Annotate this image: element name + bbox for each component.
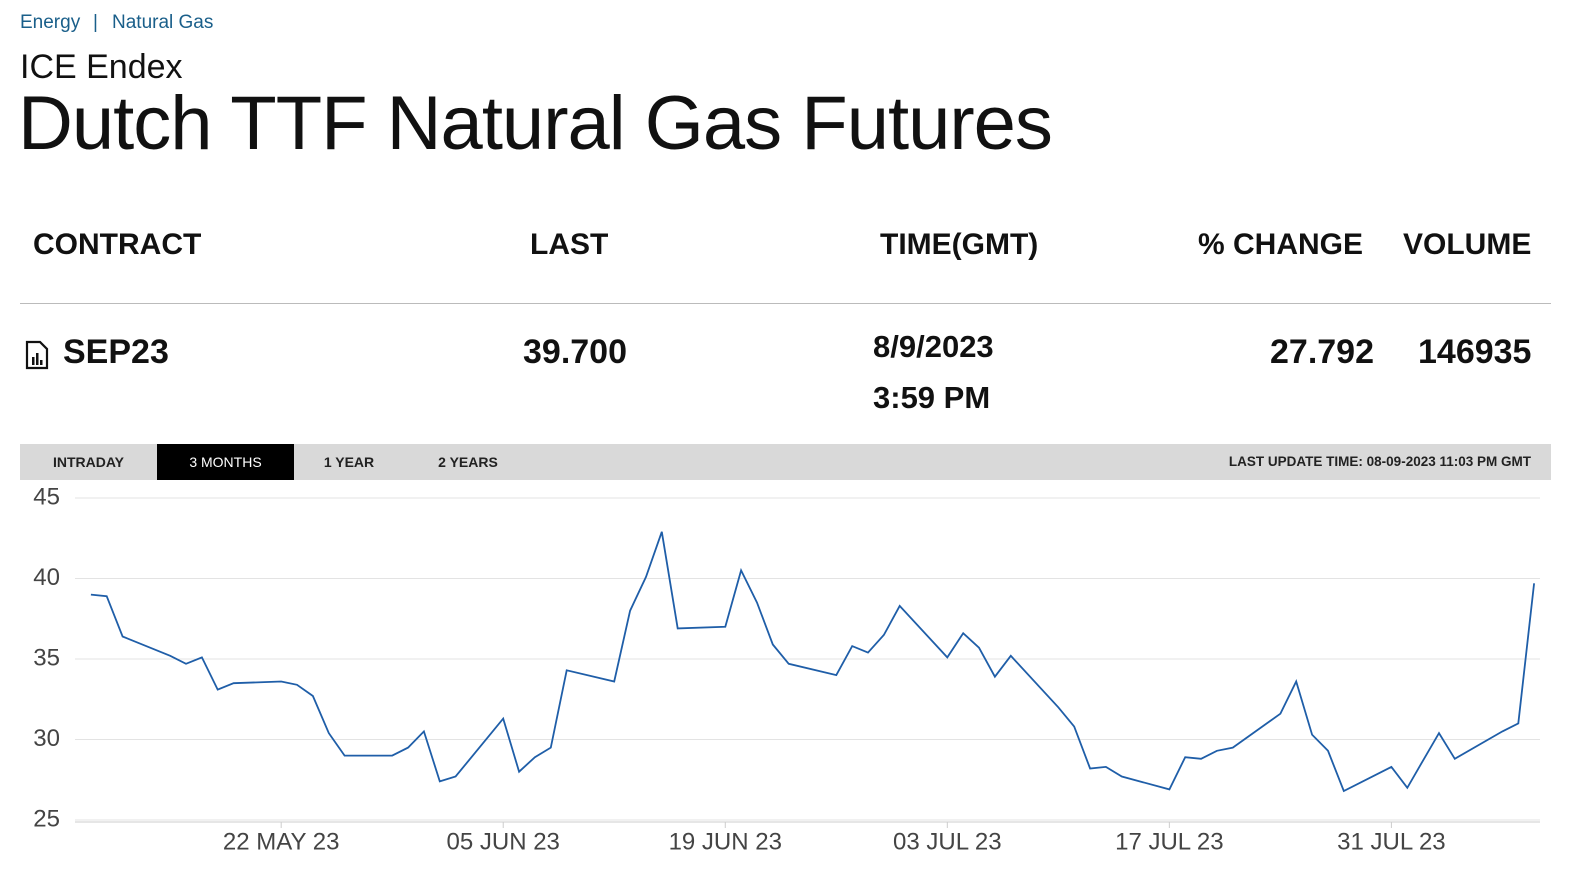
x-tick-label: 19 JUN 23 <box>669 828 782 855</box>
divider <box>20 303 1551 304</box>
x-tick-label: 03 JUL 23 <box>893 828 1002 855</box>
y-tick-label: 30 <box>33 725 60 752</box>
chart-icon[interactable] <box>24 340 50 370</box>
percent-change: 27.792 <box>1270 333 1374 371</box>
breadcrumb-separator: | <box>93 12 98 33</box>
x-tick-label: 17 JUL 23 <box>1115 828 1224 855</box>
last-update: LAST UPDATE TIME: 08-09-2023 11:03 PM GM… <box>1228 454 1531 469</box>
x-tick-label: 22 MAY 23 <box>223 828 340 855</box>
column-header: CONTRACT <box>33 228 202 261</box>
tab[interactable]: 2 YEARS <box>438 454 498 470</box>
column-header: % CHANGE <box>1198 228 1364 261</box>
column-header: TIME(GMT) <box>880 228 1039 261</box>
y-tick-label: 45 <box>33 483 60 510</box>
exchange: ICE Endex <box>20 48 183 86</box>
date: 8/9/2023 <box>873 329 994 364</box>
y-tick-label: 25 <box>33 805 60 832</box>
y-tick-label: 35 <box>33 644 60 671</box>
last-price: 39.700 <box>523 333 627 371</box>
breadcrumb-link[interactable]: Energy <box>20 12 81 33</box>
contract[interactable]: SEP23 <box>63 333 169 371</box>
tab[interactable]: INTRADAY <box>52 454 125 470</box>
y-tick-label: 40 <box>33 564 60 591</box>
time: 3:59 PM <box>873 380 991 415</box>
breadcrumb-link[interactable]: Natural Gas <box>112 12 214 33</box>
tab[interactable]: 1 YEAR <box>323 454 375 470</box>
column-header: VOLUME <box>1403 228 1532 261</box>
volume: 146935 <box>1418 333 1532 371</box>
column-header: LAST <box>530 228 609 261</box>
price-line <box>90 531 1535 793</box>
chart: 25 30 35 40 45 22 MAY 23 05 JUN 23 19 JUN 23 03 … <box>33 483 1540 855</box>
x-tick-label: 05 JUN 23 <box>447 828 560 855</box>
x-tick-label: 31 JUL 23 <box>1337 828 1446 855</box>
tab-bar: INTRADAY 3 MONTHS 1 YEAR 2 YEARS LAST UP… <box>20 444 1551 480</box>
page-title: Dutch TTF Natural Gas Futures <box>18 81 1053 166</box>
tab[interactable]: 3 MONTHS <box>157 444 294 480</box>
